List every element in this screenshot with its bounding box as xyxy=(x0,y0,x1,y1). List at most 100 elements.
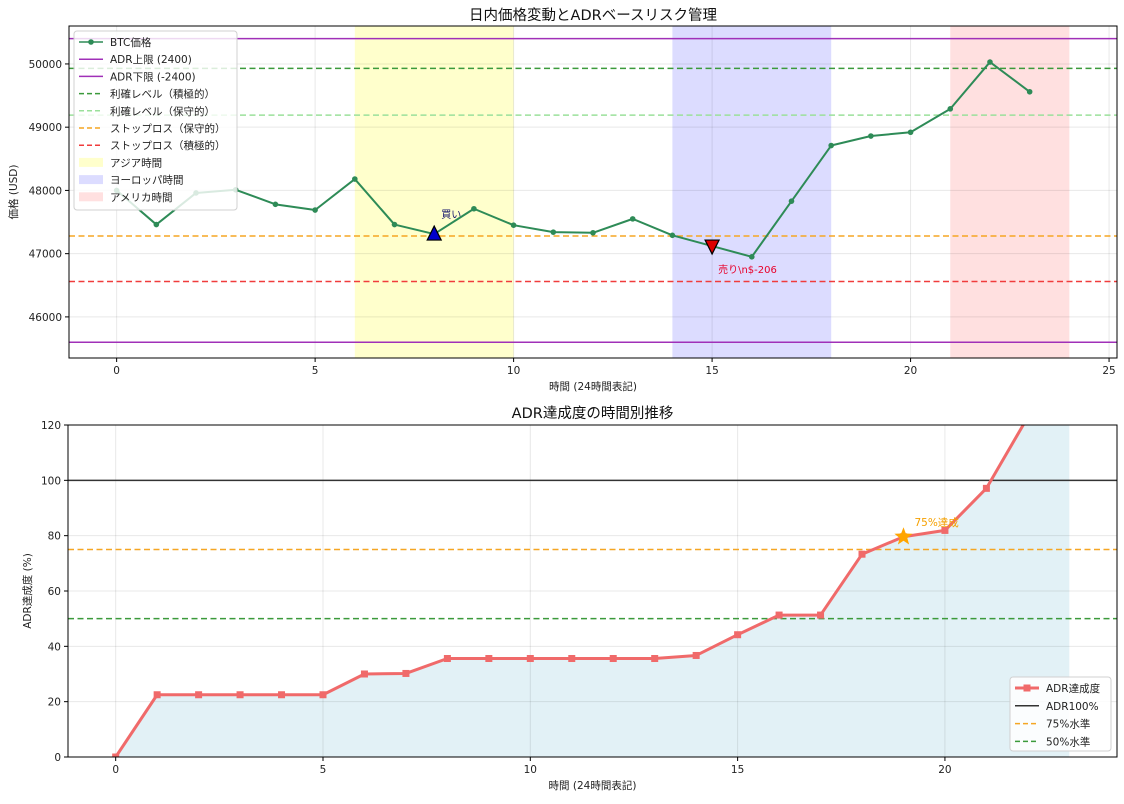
adr-point xyxy=(485,655,493,663)
adr-point xyxy=(1024,413,1031,420)
adr-point xyxy=(443,655,451,663)
x-tick-label: 0 xyxy=(113,365,120,377)
session-span-1 xyxy=(672,26,832,358)
session-span-0 xyxy=(354,26,514,358)
x-axis-label: 時間 (24時間表記) xyxy=(549,380,637,393)
y-tick-label: 50000 xyxy=(29,59,62,71)
plot-frame xyxy=(68,25,1118,359)
price-point xyxy=(669,232,676,239)
price-point xyxy=(391,221,398,228)
x-tick-label: 10 xyxy=(524,764,537,776)
adr-point xyxy=(153,691,161,699)
price-point xyxy=(272,201,279,208)
legend-box xyxy=(73,30,238,211)
x-axis-label: 時間 (24時間表記) xyxy=(549,779,637,792)
price-point xyxy=(550,229,557,235)
adr-point xyxy=(526,655,534,663)
adr-point xyxy=(858,550,866,558)
y-tick-label: 80 xyxy=(48,531,61,543)
price-point xyxy=(312,207,318,213)
price-point xyxy=(748,254,755,260)
price-point xyxy=(947,106,954,112)
milestone-star-icon xyxy=(894,527,913,545)
x-tick-label: 15 xyxy=(705,365,718,377)
price-point xyxy=(590,229,596,236)
price-point xyxy=(153,221,160,228)
adr-point xyxy=(195,691,203,699)
sell-marker xyxy=(704,239,721,256)
legend-marker xyxy=(1023,684,1031,692)
legend-box xyxy=(1009,676,1112,752)
x-tick-label: 25 xyxy=(1102,365,1115,377)
y-tick-label: 47000 xyxy=(29,249,62,261)
adr-point xyxy=(692,651,700,659)
price-point xyxy=(907,129,914,136)
price-point xyxy=(629,216,636,222)
adr-chart-panel: 75%達成0 5 10 15 20020406080100120ADR達成度の時間別推移… xyxy=(21,361,1118,792)
legend-label: アジア時間 xyxy=(110,157,162,169)
price-point xyxy=(987,59,993,65)
legend-label: ストップロス（保守的） xyxy=(110,122,226,135)
y-tick-label: 20 xyxy=(48,697,61,709)
adr-plot-area xyxy=(68,361,1117,757)
legend-marker xyxy=(88,39,94,45)
legend-label: ADR達成度 xyxy=(1046,682,1101,695)
price-point xyxy=(828,142,834,149)
adr-series-line xyxy=(114,425,1025,757)
chart-title: ADR達成度の時間別推移 xyxy=(512,405,674,422)
x-tick-label: 0 xyxy=(112,764,119,776)
y-tick-label: 60 xyxy=(48,586,61,598)
adr-point xyxy=(319,691,327,699)
price-point xyxy=(868,133,874,139)
buy-marker xyxy=(426,224,443,241)
legend-label: BTC価格 xyxy=(110,36,152,49)
legend-label: 50%水準 xyxy=(1046,735,1090,748)
legend-label: ADR上限 (2400) xyxy=(110,54,192,66)
y-tick-label: 46000 xyxy=(29,312,62,324)
price-point xyxy=(788,198,795,204)
adr-point xyxy=(112,753,120,757)
price-point xyxy=(471,205,477,212)
x-tick-label: 5 xyxy=(320,764,327,776)
legend-swatch xyxy=(79,192,103,202)
legend-label: ADR下限 (-2400) xyxy=(110,71,196,83)
x-tick-label: 15 xyxy=(731,764,744,776)
y-axis-label: 価格 (USD) xyxy=(7,165,20,220)
legend-label: 75%水準 xyxy=(1046,718,1090,731)
price-point xyxy=(352,176,358,182)
legend-label: 利確レベル（積極的） xyxy=(110,88,215,101)
adr-point xyxy=(651,655,659,663)
adr-point xyxy=(609,655,617,663)
legend-swatch xyxy=(79,175,103,185)
adr-legend: ADR達成度 ADR100% 75%水準 50%水準 xyxy=(1009,676,1112,752)
adr-point xyxy=(734,631,742,639)
adr-point xyxy=(236,691,244,699)
price-point xyxy=(1026,88,1033,95)
session-span-2 xyxy=(950,26,1070,358)
y-tick-label: 40 xyxy=(48,641,61,653)
adr-point xyxy=(360,670,368,678)
adr-point xyxy=(1066,361,1073,368)
legend-label: ヨーロッパ時間 xyxy=(110,175,184,187)
y-tick-label: 48000 xyxy=(29,185,62,197)
milestone-label: 75%達成 xyxy=(914,517,959,529)
x-tick-label: 10 xyxy=(507,365,520,377)
adr-point xyxy=(817,611,825,619)
adr-point xyxy=(568,655,576,663)
buy-label: 買い xyxy=(441,209,461,221)
x-tick-label: 5 xyxy=(312,365,319,377)
adr-point xyxy=(775,611,783,619)
price-legend: BTC価格 ADR上限 (2400) ADR下限 (-2400) 利確レベル（積極的）… xyxy=(73,30,238,211)
y-tick-label: 49000 xyxy=(29,122,62,134)
chart-title: 日内価格変動とADRベースリスク管理 xyxy=(469,7,717,24)
x-tick-label: 20 xyxy=(938,764,951,776)
y-tick-label: 120 xyxy=(41,420,61,432)
legend-label: アメリカ時間 xyxy=(110,192,172,204)
y-tick-label: 100 xyxy=(41,475,61,487)
adr-area-fill xyxy=(115,425,1070,757)
y-tick-label: 0 xyxy=(54,752,61,764)
legend-swatch xyxy=(79,157,103,167)
